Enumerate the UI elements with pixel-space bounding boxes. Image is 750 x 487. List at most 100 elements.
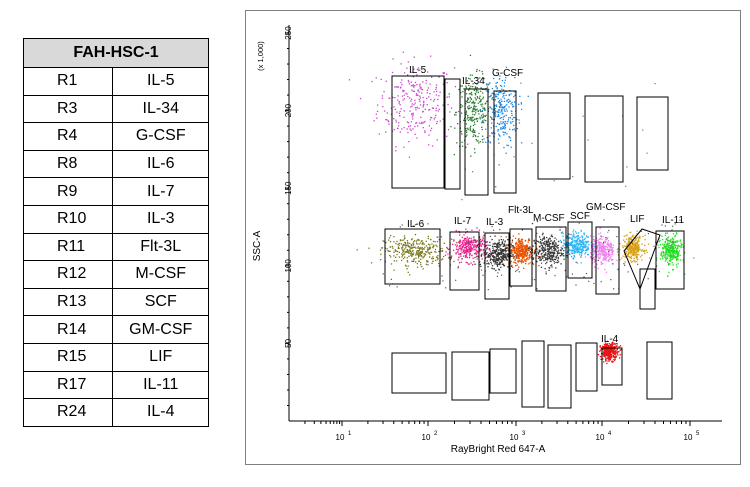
event-dot [409,125,411,127]
background-event-dot [674,223,676,225]
event-dot [401,128,403,130]
event-dot [499,244,501,246]
event-dot [480,114,483,117]
background-event-dot [496,275,498,277]
event-dot [495,243,497,245]
event-dot [527,239,530,241]
event-dot [464,249,466,251]
event-dot [481,139,483,141]
event-dot [407,251,410,253]
event-dot [576,251,578,254]
event-dot [414,81,417,84]
event-dot [553,241,555,243]
event-dot [455,252,457,254]
event-dot [670,251,672,253]
event-dot [553,243,555,245]
event-dot [412,90,414,92]
event-dot [446,247,449,249]
event-dot [432,247,434,249]
event-dot [486,244,488,246]
event-dot [434,116,436,119]
event-dot [672,268,674,271]
event-dot [574,241,576,243]
event-dot [673,242,675,244]
event-dot [499,75,501,77]
event-dot [509,137,511,139]
event-dot [605,346,607,348]
gate-region [567,221,593,279]
event-dot [412,252,415,254]
background-event-dot [553,262,555,264]
event-dot [536,254,538,257]
event-dot [631,261,634,263]
event-dot [505,76,507,79]
event-dot [436,122,438,125]
event-dot [590,257,592,259]
event-dot [568,233,570,235]
event-dot [674,250,676,252]
event-dot [519,260,521,262]
event-dot [441,259,443,261]
event-dot [504,248,506,250]
event-dot [409,110,411,112]
event-dot [521,252,523,255]
table-header-row: FAH-HSC-1 [23,38,209,68]
event-dot [515,257,517,259]
event-dot [476,120,478,122]
event-dot [403,146,405,148]
event-dot [476,250,479,253]
event-dot [471,249,473,251]
event-dot [622,246,624,249]
event-dot [565,246,568,249]
event-dot [681,243,683,246]
event-dot [474,97,476,99]
gate-region [636,96,669,171]
background-event-dot [469,252,471,254]
event-dot [514,255,516,258]
event-dot [483,244,485,246]
event-dot [467,119,470,121]
event-dot [497,242,500,244]
event-dot [502,258,504,261]
event-dot [407,261,409,263]
event-dot [606,248,608,251]
event-dot [630,255,633,257]
event-dot [524,253,526,255]
event-dot [667,236,670,238]
event-dot [411,247,413,249]
event-dot [664,243,666,246]
event-dot [546,261,548,263]
event-dot [382,240,384,242]
event-dot [409,250,411,252]
event-dot [482,238,484,240]
event-dot [676,250,678,252]
event-dot [556,253,559,255]
event-dot [579,247,581,249]
table-row: R11 Flt-3L [22,232,209,262]
event-dot [601,245,603,247]
event-dot [540,247,543,249]
background-event-dot [433,244,435,246]
background-event-dot [512,255,514,257]
event-dot [477,256,480,258]
event-dot [469,74,471,76]
event-dot [606,343,608,346]
event-dot [470,98,473,100]
event-dot [511,239,514,241]
background-event-dot [617,268,619,270]
event-dot [553,245,555,247]
event-dot [433,91,435,93]
event-dot [612,351,614,353]
event-dot [579,254,581,256]
event-dot [608,249,610,251]
event-dot [503,264,505,267]
event-dot [580,252,583,254]
event-dot [582,236,584,238]
event-dot [411,89,413,91]
event-dot [502,106,504,108]
event-dot [521,248,523,250]
event-dot [628,249,630,252]
event-dot [477,246,479,249]
event-dot [662,258,664,260]
event-dot [608,345,610,347]
